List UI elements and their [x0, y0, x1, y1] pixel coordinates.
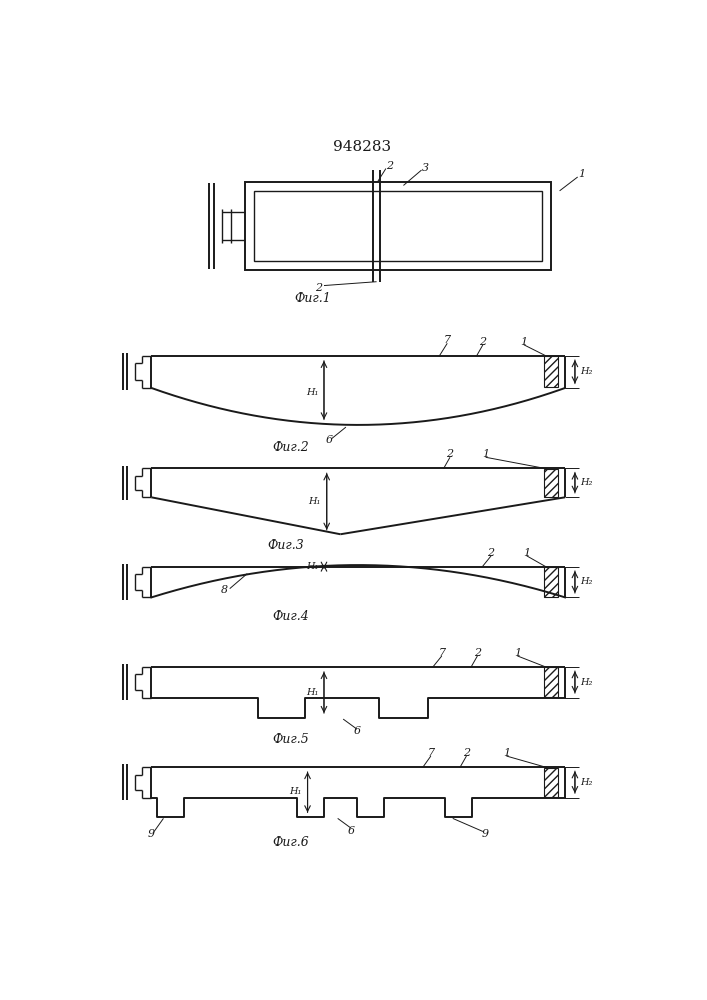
Text: 1: 1	[523, 548, 530, 558]
Text: 1: 1	[482, 449, 489, 459]
Text: Фиг.5: Фиг.5	[273, 733, 310, 746]
Bar	[245, 182, 551, 270]
Text: 7: 7	[444, 335, 451, 345]
Text: 6: 6	[348, 826, 355, 836]
Text: 2: 2	[463, 748, 470, 758]
Text: 9: 9	[482, 829, 489, 839]
Text: 1: 1	[503, 748, 510, 758]
Text: H₁: H₁	[305, 688, 318, 697]
Text: 2: 2	[479, 337, 486, 347]
Text: Фиг.2: Фиг.2	[273, 441, 310, 454]
Text: H₁: H₁	[308, 497, 321, 506]
Text: 6: 6	[354, 726, 361, 736]
Text: 3: 3	[422, 163, 429, 173]
Text: 948283: 948283	[333, 140, 392, 154]
Text: Фиг.1: Фиг.1	[295, 292, 332, 305]
Text: 6: 6	[326, 435, 333, 445]
Text: 1: 1	[520, 337, 527, 347]
Text: H₂: H₂	[580, 778, 592, 787]
Text: 8: 8	[221, 585, 228, 595]
Text: 1: 1	[578, 169, 585, 179]
Text: H₁: H₁	[305, 388, 318, 397]
Text: 1: 1	[514, 648, 521, 658]
Text: 2: 2	[446, 449, 454, 459]
Text: Фиг.6: Фиг.6	[273, 836, 310, 849]
Text: 9: 9	[148, 829, 155, 839]
Text: 7: 7	[427, 748, 434, 758]
Text: H₁: H₁	[289, 787, 302, 796]
Bar	[544, 356, 558, 387]
Text: Фиг.4: Фиг.4	[273, 610, 310, 623]
Text: 2: 2	[474, 648, 481, 658]
Bar	[544, 469, 558, 497]
Text: Фиг.3: Фиг.3	[267, 539, 304, 552]
Text: H₂: H₂	[580, 367, 592, 376]
Text: 7: 7	[438, 648, 445, 658]
Text: H₁: H₁	[305, 562, 318, 571]
Bar	[544, 667, 558, 697]
Bar	[544, 567, 558, 597]
Bar	[255, 191, 542, 261]
Bar	[544, 768, 558, 797]
Text: 2: 2	[488, 548, 495, 558]
Text: H₂: H₂	[580, 478, 592, 487]
Text: H₂: H₂	[580, 578, 592, 586]
Text: 2: 2	[315, 283, 322, 293]
Text: H₂: H₂	[580, 678, 592, 687]
Text: 2: 2	[386, 161, 393, 171]
